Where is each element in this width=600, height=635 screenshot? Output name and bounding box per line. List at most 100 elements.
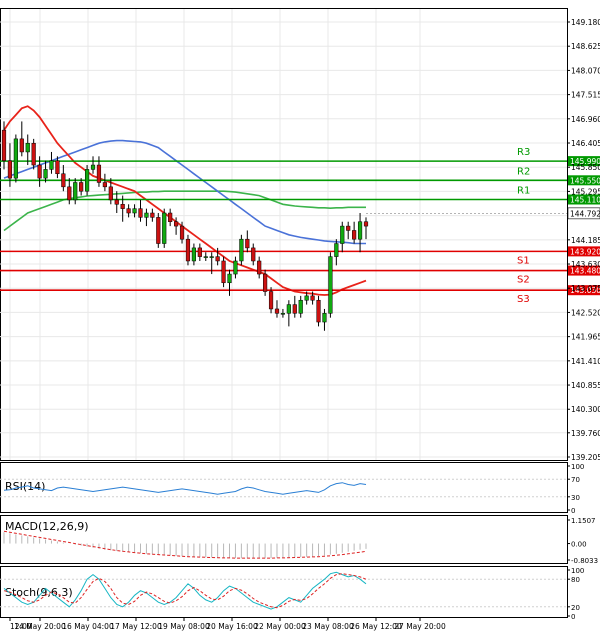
candle-down bbox=[245, 238, 250, 249]
candle-down bbox=[67, 186, 72, 201]
current-price-box bbox=[567, 207, 600, 220]
time-tick-label: 23 May 08:00 bbox=[302, 622, 354, 631]
candle-up bbox=[340, 225, 345, 244]
price-tick-label: 145.850 bbox=[571, 163, 600, 172]
candle-up bbox=[357, 221, 363, 240]
candle-down bbox=[61, 173, 66, 188]
macd-panel-frame bbox=[0, 515, 568, 564]
candle-down bbox=[114, 199, 119, 205]
current-price-tag: 144.792 bbox=[567, 207, 600, 220]
candlesticks bbox=[1, 121, 369, 331]
price-tick-label: 139.760 bbox=[571, 429, 600, 438]
candle-up bbox=[43, 169, 48, 179]
time-tick-label: 20 May 16:00 bbox=[206, 622, 258, 631]
candle-up bbox=[144, 212, 149, 218]
stoch-k-line bbox=[3, 571, 367, 610]
candle-up bbox=[73, 182, 78, 201]
candle-down bbox=[126, 208, 131, 214]
candle-down bbox=[102, 182, 107, 188]
candle-down bbox=[257, 260, 262, 275]
candle-down bbox=[174, 221, 179, 227]
candle-down bbox=[310, 295, 315, 301]
candle-down bbox=[268, 291, 274, 310]
candle-down bbox=[96, 164, 102, 183]
candle-down bbox=[138, 208, 143, 218]
candle-up bbox=[49, 160, 54, 170]
stoch-panel-frame bbox=[0, 566, 568, 618]
candle-up bbox=[328, 256, 333, 314]
candle-down bbox=[1, 129, 7, 161]
level-name-s2: S2 bbox=[517, 275, 530, 286]
candle-down bbox=[352, 230, 357, 240]
level-price-box bbox=[568, 194, 600, 205]
time-tick-label: 27 May 20:00 bbox=[394, 622, 446, 631]
candle-down bbox=[156, 217, 161, 244]
time-tick-label: 19 May 08:00 bbox=[158, 622, 210, 631]
candle-down bbox=[215, 256, 220, 262]
candle-up bbox=[298, 299, 303, 314]
level-price-label-s2: 143.480 bbox=[570, 267, 600, 276]
level-name-r1: R1 bbox=[517, 185, 530, 196]
level-price-label-r2: 145.550 bbox=[570, 176, 600, 185]
candle-up bbox=[209, 256, 214, 258]
candle-down bbox=[19, 138, 24, 153]
indicator-tick-label: 0 bbox=[571, 613, 575, 621]
candle-down bbox=[292, 304, 297, 314]
indicator-tick-label: 0.00 bbox=[571, 541, 587, 549]
current-price-label: 144.792 bbox=[570, 209, 600, 218]
indicator-tick-label: 30 bbox=[571, 494, 580, 502]
candle-down bbox=[185, 238, 191, 262]
macd-signal-line bbox=[3, 530, 367, 559]
price-tick-label: 142.520 bbox=[571, 308, 600, 317]
sma-blue-line bbox=[3, 139, 366, 245]
candle-up bbox=[191, 247, 196, 262]
price-tick-label: 140.300 bbox=[571, 405, 600, 414]
candle-down bbox=[274, 308, 280, 314]
stoch-d-line bbox=[3, 573, 367, 609]
candle-up bbox=[203, 256, 208, 258]
price-tick-label: 145.295 bbox=[571, 187, 600, 196]
candle-down bbox=[346, 225, 351, 231]
candle-down bbox=[221, 260, 226, 284]
candle-up bbox=[233, 260, 238, 275]
candle-down bbox=[363, 221, 369, 227]
candle-up bbox=[84, 169, 90, 192]
candle-up bbox=[132, 208, 137, 214]
candle-up bbox=[286, 304, 291, 314]
price-tick-label: 149.180 bbox=[571, 18, 600, 27]
time-tick-label: 17 May 12:00 bbox=[110, 622, 162, 631]
candle-down bbox=[7, 160, 13, 179]
level-price-box bbox=[568, 265, 600, 276]
candle-down bbox=[37, 164, 42, 179]
macd-title: MACD(12,26,9) bbox=[5, 520, 89, 533]
price-tick-label: 143.075 bbox=[571, 284, 600, 293]
level-name-s1: S1 bbox=[517, 255, 530, 266]
price-tick-label: 144.185 bbox=[571, 236, 600, 245]
candle-down bbox=[197, 247, 202, 257]
candle-down bbox=[179, 225, 185, 240]
time-tick-label: 14 May 20:00 bbox=[14, 622, 66, 631]
candle-down bbox=[31, 142, 36, 166]
level-name-r2: R2 bbox=[517, 166, 530, 177]
level-price-label-s3: 143.030 bbox=[570, 286, 600, 295]
indicator-tick-label: 100 bbox=[571, 463, 584, 471]
candle-down bbox=[251, 247, 256, 262]
price-tick-label: 143.630 bbox=[571, 260, 600, 269]
price-axis: 149.180 148.625 148.070 147.515 146.960 146.4… bbox=[567, 18, 600, 462]
candle-down bbox=[55, 160, 60, 175]
time-tick-label: 16 May 04:00 bbox=[62, 622, 114, 631]
indicator-tick-label: 20 bbox=[571, 604, 580, 612]
candle-down bbox=[108, 186, 113, 201]
rsi-panel-frame bbox=[0, 462, 568, 513]
time-tick-label: 12:00 bbox=[10, 622, 32, 631]
candle-up bbox=[13, 138, 18, 179]
candle-up bbox=[334, 243, 339, 257]
level-price-box bbox=[568, 285, 600, 296]
level-name-r3: R3 bbox=[517, 147, 530, 158]
price-grid bbox=[0, 9, 567, 460]
sma-red-line bbox=[3, 105, 367, 296]
indicator-tick-label: 70 bbox=[571, 476, 580, 484]
